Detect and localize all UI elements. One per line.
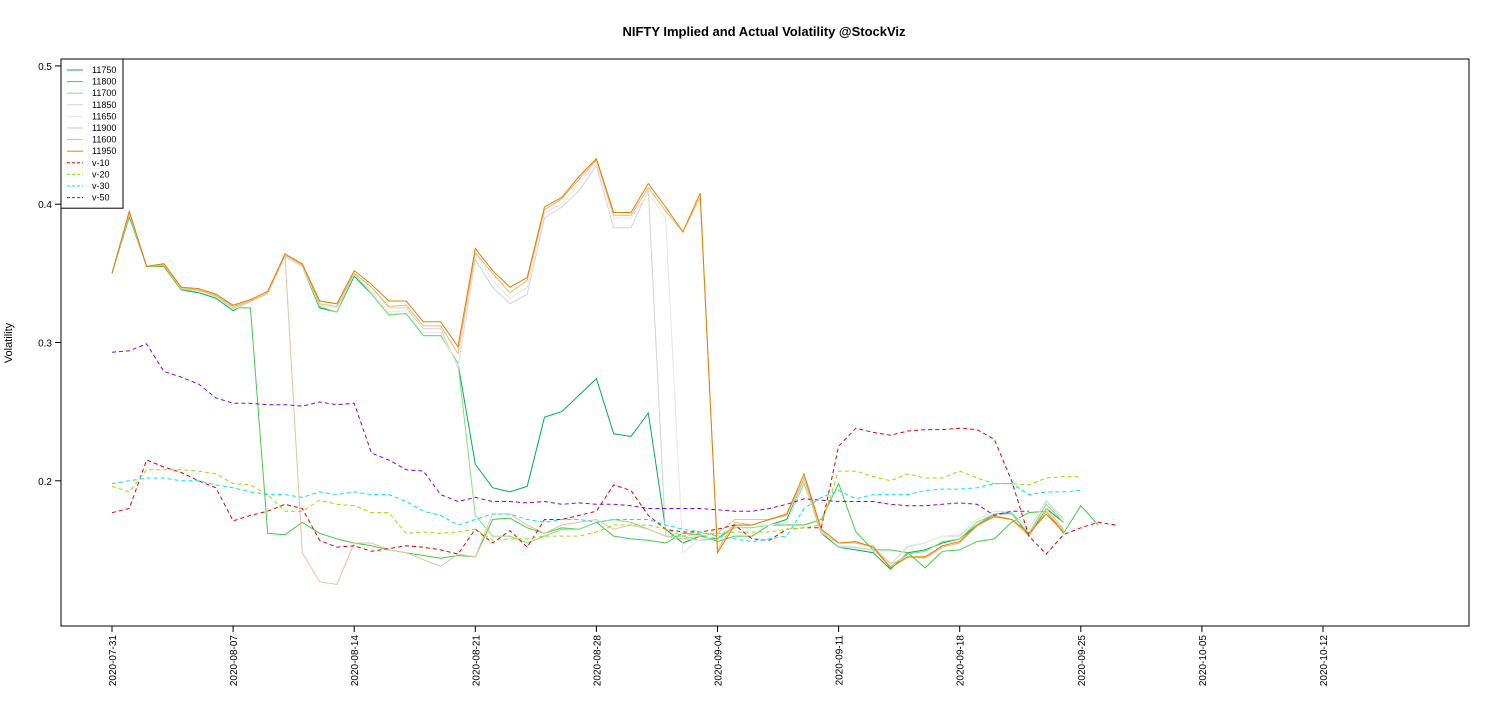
x-tick-label: 2020-08-14: [350, 635, 361, 687]
x-tick-label: 2020-07-31: [108, 635, 119, 687]
x-tick-label: 2020-09-11: [835, 635, 846, 686]
x-tick-label: 2020-10-05: [1198, 635, 1209, 687]
series-line-v-50: [111, 343, 1029, 516]
y-axis-label: Volatility: [3, 322, 15, 363]
series-line-v-30: [111, 477, 1081, 543]
legend-label: v-50: [92, 193, 110, 203]
legend-label: 11900: [92, 123, 116, 133]
x-axis: 2020-07-31 2020-08-07 2020-08-14 2020-08-21…: [108, 626, 1330, 686]
series-line-11950: [111, 157, 1064, 569]
x-tick-label: 2020-08-07: [229, 635, 240, 687]
y-tick-label: 0.3: [38, 339, 52, 350]
legend-box: [60, 58, 124, 209]
x-tick-label: 2020-08-21: [471, 635, 482, 687]
legend-label: 11850: [92, 100, 116, 110]
chart-title: NIFTY Implied and Actual Volatility @Sto…: [622, 24, 906, 39]
legend-label: 11950: [92, 146, 116, 156]
series-line-11900: [111, 210, 1064, 586]
legend-label: 11650: [92, 111, 116, 121]
legend-label: v-30: [92, 181, 110, 191]
y-tick-label: 0.4: [38, 200, 52, 211]
series-line-v-10: [111, 427, 1116, 555]
x-tick-label: 2020-09-25: [1077, 635, 1088, 687]
y-tick-label: 0.5: [38, 62, 52, 73]
x-tick-label: 2020-08-28: [592, 635, 603, 687]
plot-frame: [60, 58, 1470, 627]
legend-label: 11800: [92, 77, 116, 87]
series-line-11750: [111, 215, 1064, 570]
series-line-11650: [111, 161, 1064, 565]
legend-label: 11700: [92, 88, 116, 98]
series-line-v-20: [111, 469, 1081, 541]
y-axis: 0.2 0.3 0.4 0.5: [38, 62, 61, 488]
y-tick-label: 0.2: [38, 477, 52, 488]
series-line-11700: [111, 212, 1064, 568]
legend-label: v-10: [92, 158, 110, 168]
legend-label: v-20: [92, 169, 110, 179]
legend-label: 11600: [92, 135, 116, 145]
series-layer: [111, 157, 1116, 586]
legend-label: 11750: [92, 65, 116, 75]
x-tick-label: 2020-09-18: [956, 635, 967, 687]
series-line-11800: [111, 213, 1099, 569]
x-tick-label: 2020-10-12: [1319, 635, 1330, 687]
x-tick-label: 2020-09-04: [714, 635, 725, 687]
